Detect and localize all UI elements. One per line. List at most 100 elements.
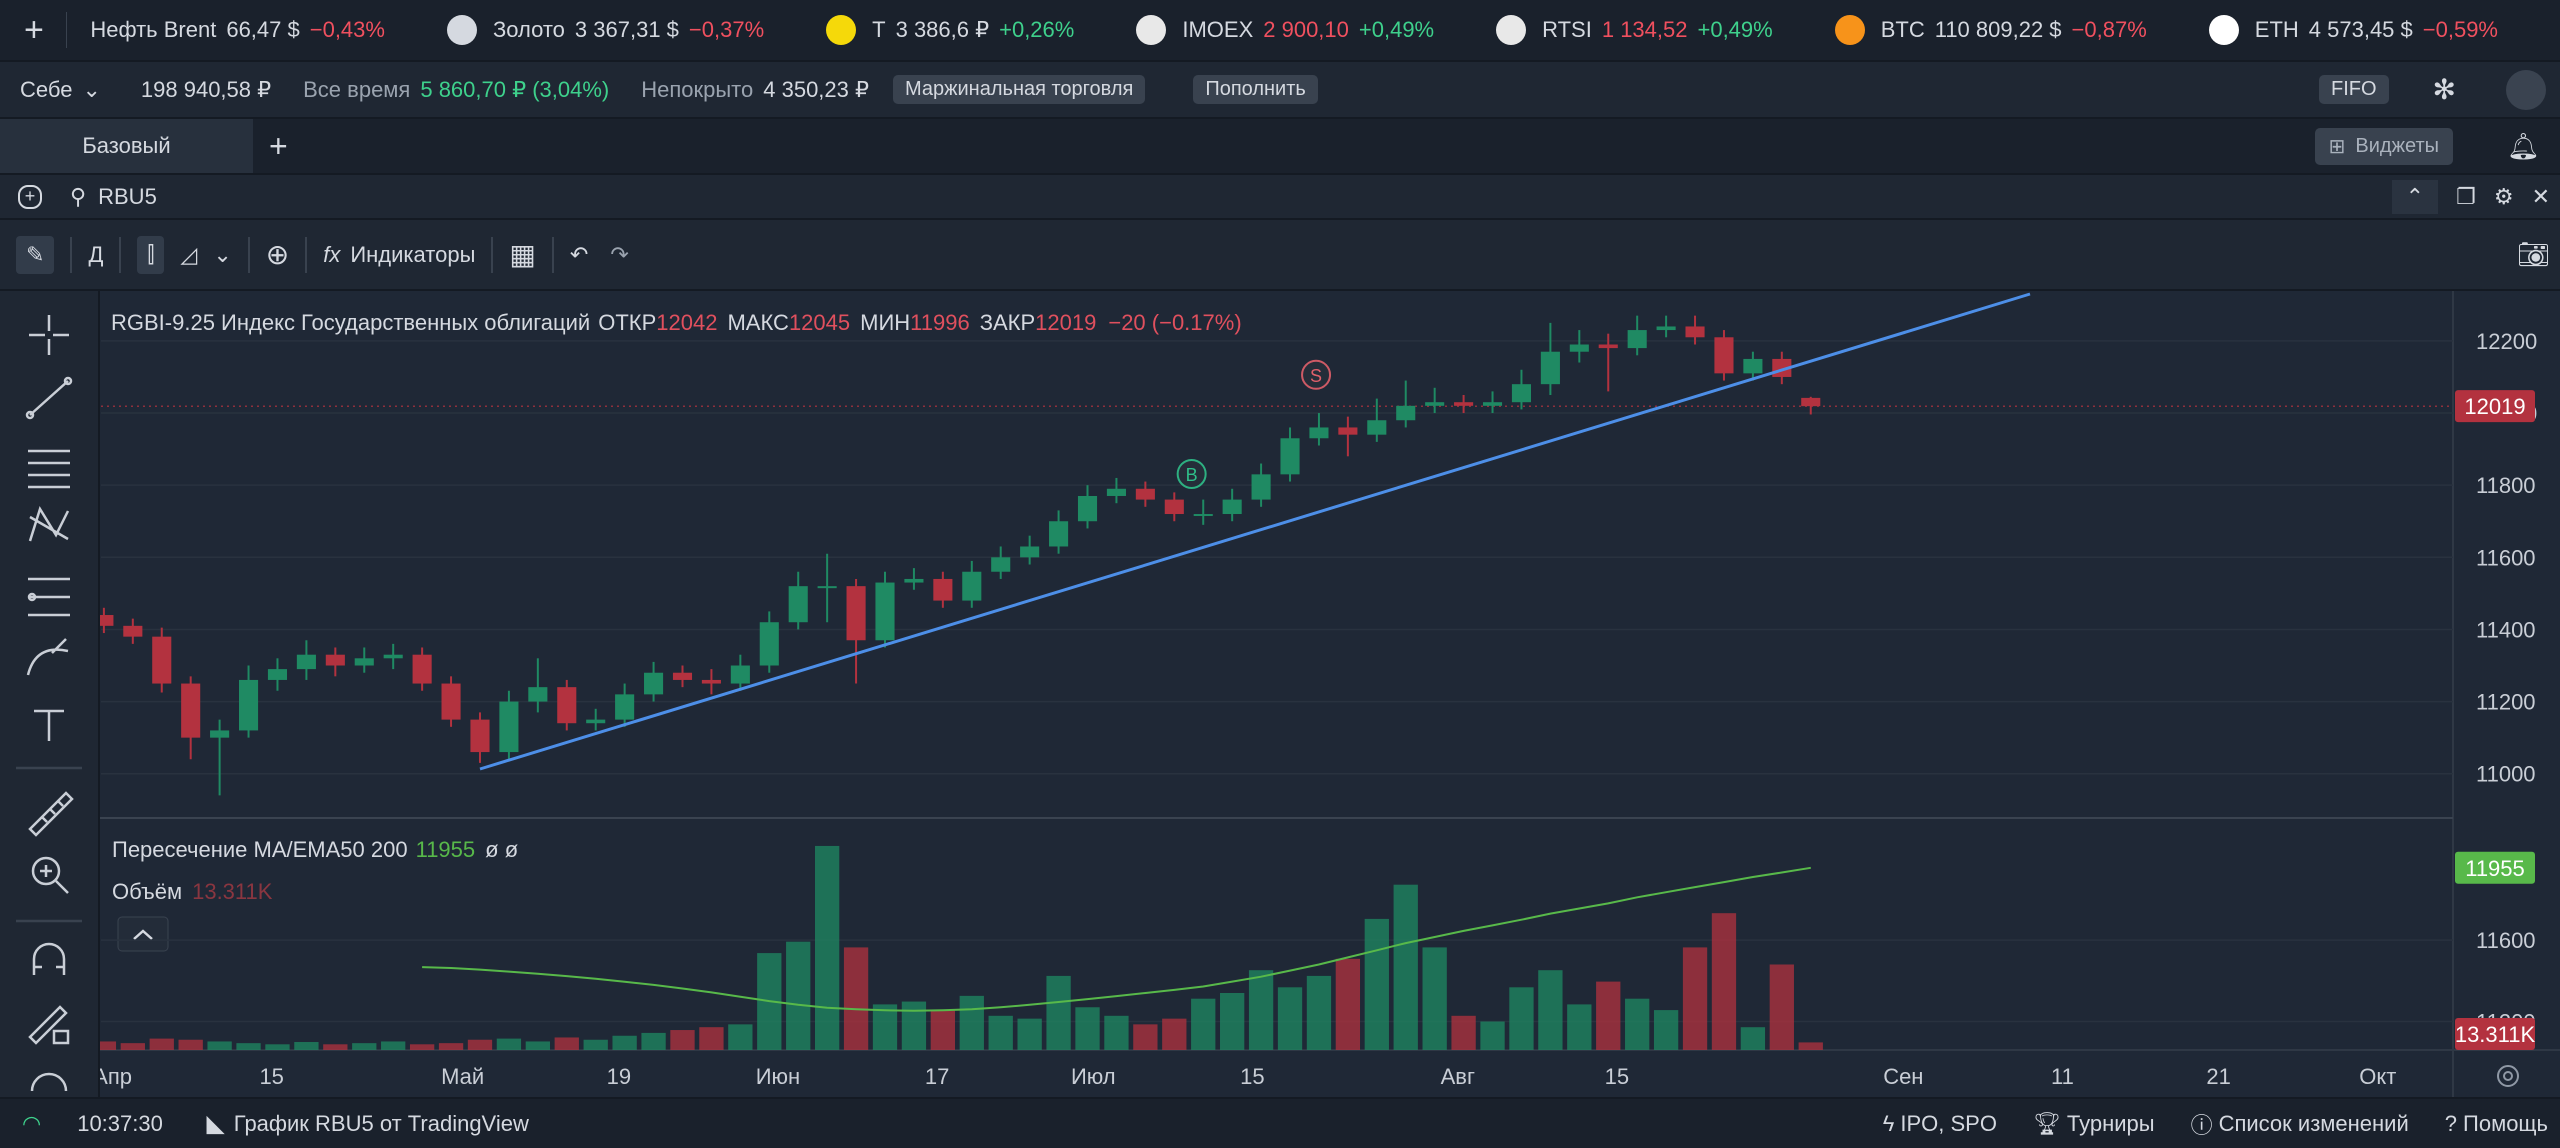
x-tick-label: 11 (2051, 1064, 2074, 1089)
candle-body (1049, 521, 1069, 547)
templates-button[interactable]: ▦ (509, 239, 536, 270)
changes-link[interactable]: Список изменений (2218, 1110, 2409, 1136)
projection-tool[interactable] (27, 577, 70, 617)
magnet-tool[interactable] (32, 942, 66, 975)
collapse-widget[interactable]: ⌃ (2391, 179, 2439, 214)
candle-body (470, 719, 490, 753)
volume-bar (236, 1043, 261, 1050)
signal-marker (1301, 359, 1332, 390)
search-value[interactable]: RBU5 (98, 183, 157, 209)
x-tick-label: 21 (2206, 1064, 2230, 1089)
x-tick-label: Май (441, 1064, 484, 1089)
ticker-price: 4 573,45 $ (2308, 17, 2413, 42)
ticker-item[interactable]: Нефть Brent 66,47 $ −0,43% (90, 17, 385, 43)
close-widget[interactable]: ✕ (2531, 183, 2550, 209)
redo[interactable]: ↷ (610, 241, 629, 267)
candle-body (94, 615, 114, 626)
window-icon[interactable]: ❐ (2456, 183, 2476, 209)
account-owner[interactable]: Себе (20, 76, 73, 102)
tournaments-link[interactable]: Турниры (2066, 1110, 2155, 1136)
avatar[interactable] (2506, 69, 2546, 110)
widget-settings[interactable]: ⚙ (2493, 183, 2514, 209)
indicators-button[interactable]: Индикаторы (350, 241, 476, 267)
ticker-item[interactable]: IMOEX 2 900,10 +0,49% (1136, 15, 1434, 45)
candle-body (1482, 402, 1503, 406)
volume-bar (786, 941, 811, 1050)
candle-body (1598, 344, 1618, 349)
dropdown-icon[interactable]: ⌄ (82, 76, 101, 102)
ruler-tool[interactable] (28, 791, 74, 837)
volume-bar (91, 1041, 117, 1050)
ipo-link[interactable]: IPO, SPO (1900, 1110, 1997, 1136)
ticker-price: 3 386,6 ₽ (895, 17, 990, 42)
margin-button[interactable]: Маржинальная торговля (893, 75, 1146, 104)
candle-body (1801, 397, 1821, 407)
ticker-item[interactable]: T 3 386,6 ₽ +0,26% (826, 15, 1074, 45)
volume-bar (1798, 1042, 1823, 1050)
volume-bar (1567, 1004, 1592, 1050)
lock-tool[interactable] (28, 1005, 70, 1045)
fifo-button[interactable]: FIFO (2318, 75, 2389, 104)
volume-bar (207, 1041, 232, 1050)
volume-bar (1711, 913, 1737, 1050)
volume-bar (583, 1039, 608, 1050)
screenshot[interactable]: 📷︎ (2516, 239, 2550, 269)
chart-type-dropdown[interactable]: ⌄ (213, 241, 232, 267)
y-tick-label: 11200 (2476, 690, 2536, 715)
zoom-tool[interactable] (31, 856, 69, 894)
candle-body (383, 654, 403, 659)
candle-body (1338, 427, 1358, 435)
volume-bar (1625, 998, 1650, 1050)
settings-icon[interactable]: ✻ (2432, 74, 2456, 105)
topup-button[interactable]: Пополнить (1193, 75, 1318, 104)
compare-button[interactable]: ⊕ (265, 239, 290, 270)
brush-tool[interactable] (26, 638, 69, 676)
ticker-icon (1834, 15, 1865, 45)
notifications[interactable]: 🔔︎ (2506, 130, 2540, 161)
collapse-button[interactable] (117, 916, 169, 952)
pattern-tool[interactable] (28, 506, 70, 542)
tab-label: Базовый (82, 133, 171, 158)
ticker-item[interactable]: ETH 4 573,45 $ −0,59% (2208, 15, 2498, 45)
text-tool[interactable] (34, 709, 64, 741)
add-tab[interactable]: + (269, 127, 288, 164)
candle-body (210, 730, 230, 738)
ticker-change: +0,49% (1358, 17, 1435, 42)
ipo-icon: ϟ (1882, 1110, 1895, 1136)
candle-body (846, 586, 866, 641)
candle-body (1396, 405, 1416, 421)
ticker-item[interactable]: RTSI 1 134,52 +0,49% (1496, 15, 1773, 45)
crosshair-tool[interactable] (29, 315, 69, 355)
widgets-icon: ⊞ (2328, 135, 2346, 158)
fib-tool[interactable] (28, 449, 70, 489)
candle-body (152, 636, 172, 684)
volume-bar (930, 1010, 956, 1050)
y-tick-label: 11600 (2476, 545, 2536, 570)
eye-tool[interactable] (30, 1072, 68, 1092)
candle-body (325, 654, 345, 666)
ticker-item[interactable]: Золото 3 367,31 $ −0,37% (446, 15, 764, 45)
candle-body (991, 557, 1011, 572)
candle-type[interactable]: ⫿ (137, 235, 165, 274)
widgets-button[interactable]: ⊞ Виджеты (2314, 127, 2453, 165)
tab[interactable]: Базовый (0, 119, 253, 173)
draw-mode[interactable]: ✎ (16, 235, 55, 274)
help-link[interactable]: Помощь (2463, 1110, 2548, 1136)
y-tick-label: 11400 (2476, 617, 2536, 642)
separator (551, 236, 554, 273)
ticker-name: Нефть Brent (90, 17, 217, 42)
area-type[interactable]: ◿ (180, 241, 198, 267)
volume-bar (1017, 1018, 1042, 1050)
ticker-item[interactable]: BTC 110 809,22 $ −0,87% (1834, 15, 2147, 45)
candle-body (1714, 337, 1734, 374)
add-ticker[interactable]: + (24, 10, 44, 49)
interval-button[interactable]: Д (88, 241, 104, 267)
tv-source[interactable]: График RBU5 от TradingView (233, 1110, 529, 1136)
ticker-change: +0,26% (999, 17, 1075, 42)
signal-label: B (1186, 465, 1198, 485)
undo[interactable]: ↶ (569, 241, 589, 267)
trendline-tool[interactable] (25, 376, 73, 420)
add-instrument[interactable]: + (18, 184, 42, 209)
time-axis-settings[interactable] (2497, 1065, 2519, 1087)
